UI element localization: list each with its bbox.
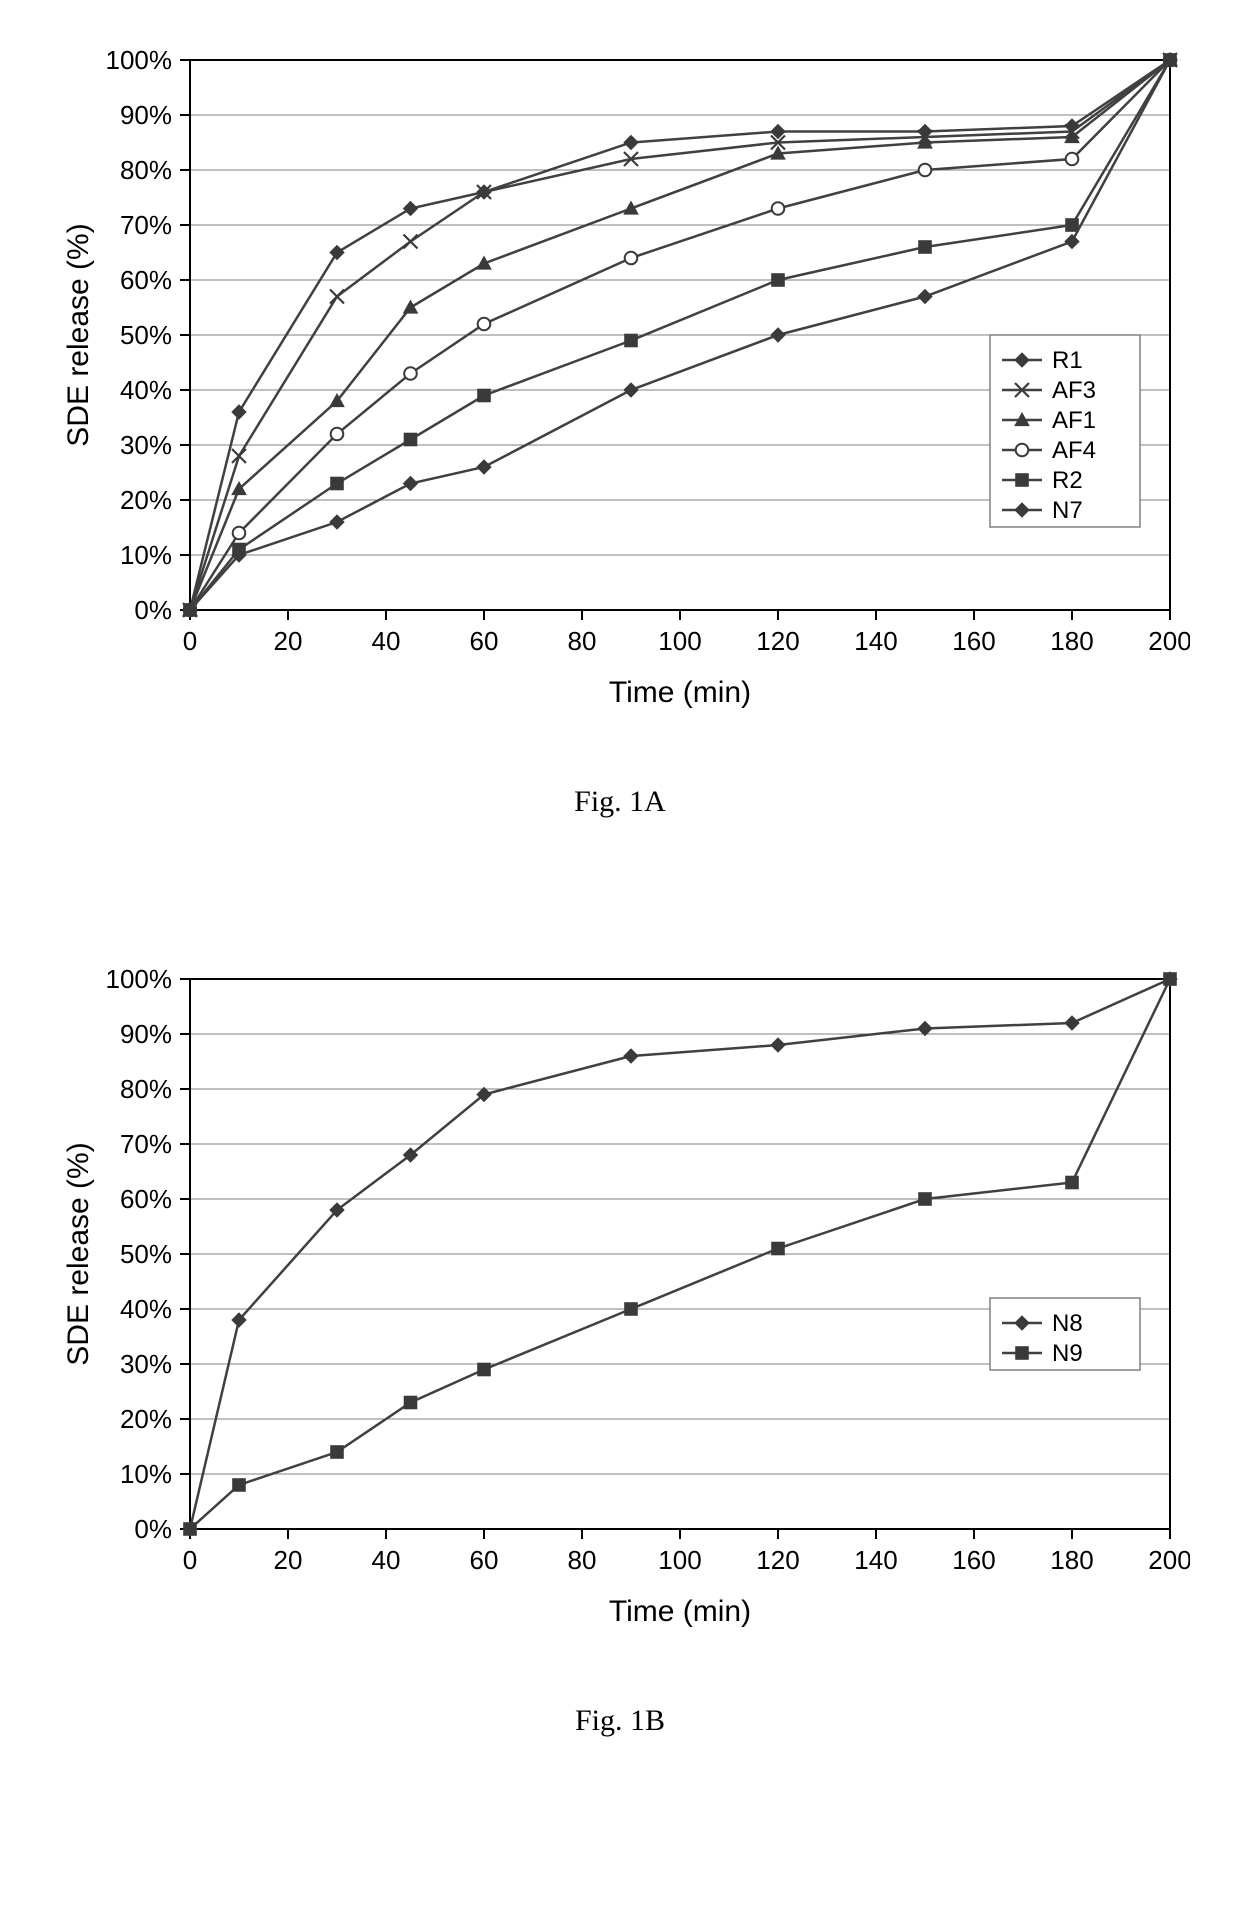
svg-text:20: 20 bbox=[274, 1545, 303, 1575]
svg-text:40: 40 bbox=[372, 626, 401, 656]
svg-text:60: 60 bbox=[470, 626, 499, 656]
svg-text:60: 60 bbox=[470, 1545, 499, 1575]
svg-text:100: 100 bbox=[658, 1545, 701, 1575]
svg-text:70%: 70% bbox=[120, 1129, 172, 1159]
svg-text:AF3: AF3 bbox=[1052, 377, 1096, 404]
svg-text:40%: 40% bbox=[120, 1294, 172, 1324]
svg-text:0%: 0% bbox=[134, 1514, 172, 1544]
svg-text:120: 120 bbox=[756, 1545, 799, 1575]
svg-text:40%: 40% bbox=[120, 375, 172, 405]
svg-text:N7: N7 bbox=[1052, 497, 1083, 524]
svg-text:0: 0 bbox=[183, 626, 197, 656]
svg-text:180: 180 bbox=[1050, 1545, 1093, 1575]
svg-text:N8: N8 bbox=[1052, 1310, 1083, 1337]
svg-text:50%: 50% bbox=[120, 320, 172, 350]
svg-text:180: 180 bbox=[1050, 626, 1093, 656]
svg-text:60%: 60% bbox=[120, 265, 172, 295]
svg-text:SDE release (%): SDE release (%) bbox=[62, 223, 95, 446]
svg-text:100%: 100% bbox=[106, 45, 173, 75]
chart-a: 0 20 40 60 80 100 120 140 160 180 200 0% 10% 20% 30% 40… bbox=[50, 40, 1190, 725]
svg-text:50%: 50% bbox=[120, 1239, 172, 1269]
chart-b: 0 20 40 60 80 100 120 140 160 180 200 0% 10% 20% 30% 40… bbox=[50, 959, 1190, 1644]
svg-text:90%: 90% bbox=[120, 100, 172, 130]
svg-text:140: 140 bbox=[854, 1545, 897, 1575]
svg-text:0: 0 bbox=[183, 1545, 197, 1575]
svg-text:N9: N9 bbox=[1052, 1340, 1083, 1367]
svg-text:30%: 30% bbox=[120, 1349, 172, 1379]
caption-a: Fig. 1A bbox=[574, 785, 666, 819]
svg-text:40: 40 bbox=[372, 1545, 401, 1575]
svg-text:20%: 20% bbox=[120, 1404, 172, 1434]
legend: N8N9 bbox=[990, 1298, 1140, 1370]
svg-text:R2: R2 bbox=[1052, 467, 1083, 494]
figure-1a: 0 20 40 60 80 100 120 140 160 180 200 0% 10% 20% 30% 40… bbox=[20, 40, 1220, 819]
figure-1b: 0 20 40 60 80 100 120 140 160 180 200 0% 10% 20% 30% 40… bbox=[20, 959, 1220, 1738]
svg-text:20%: 20% bbox=[120, 485, 172, 515]
svg-text:200: 200 bbox=[1148, 1545, 1190, 1575]
svg-text:100%: 100% bbox=[106, 964, 173, 994]
svg-text:Time (min): Time (min) bbox=[609, 1595, 751, 1628]
svg-text:140: 140 bbox=[854, 626, 897, 656]
svg-text:30%: 30% bbox=[120, 430, 172, 460]
legend: R1 AF3 AF1 AF4 R2 N7 bbox=[990, 335, 1140, 527]
svg-text:200: 200 bbox=[1148, 626, 1190, 656]
svg-text:0%: 0% bbox=[134, 595, 172, 625]
svg-text:SDE release (%): SDE release (%) bbox=[62, 1142, 95, 1365]
svg-text:Time (min): Time (min) bbox=[609, 676, 751, 709]
svg-text:AF4: AF4 bbox=[1052, 437, 1096, 464]
svg-text:10%: 10% bbox=[120, 540, 172, 570]
caption-b: Fig. 1B bbox=[575, 1704, 665, 1738]
svg-text:60%: 60% bbox=[120, 1184, 172, 1214]
svg-text:AF1: AF1 bbox=[1052, 407, 1096, 434]
svg-text:R1: R1 bbox=[1052, 347, 1083, 374]
svg-text:80%: 80% bbox=[120, 155, 172, 185]
svg-text:80: 80 bbox=[568, 626, 597, 656]
svg-text:20: 20 bbox=[274, 626, 303, 656]
svg-text:100: 100 bbox=[658, 626, 701, 656]
svg-text:10%: 10% bbox=[120, 1459, 172, 1489]
svg-text:80%: 80% bbox=[120, 1074, 172, 1104]
svg-text:70%: 70% bbox=[120, 210, 172, 240]
svg-text:160: 160 bbox=[952, 626, 995, 656]
svg-text:90%: 90% bbox=[120, 1019, 172, 1049]
svg-text:160: 160 bbox=[952, 1545, 995, 1575]
svg-text:80: 80 bbox=[568, 1545, 597, 1575]
svg-text:120: 120 bbox=[756, 626, 799, 656]
